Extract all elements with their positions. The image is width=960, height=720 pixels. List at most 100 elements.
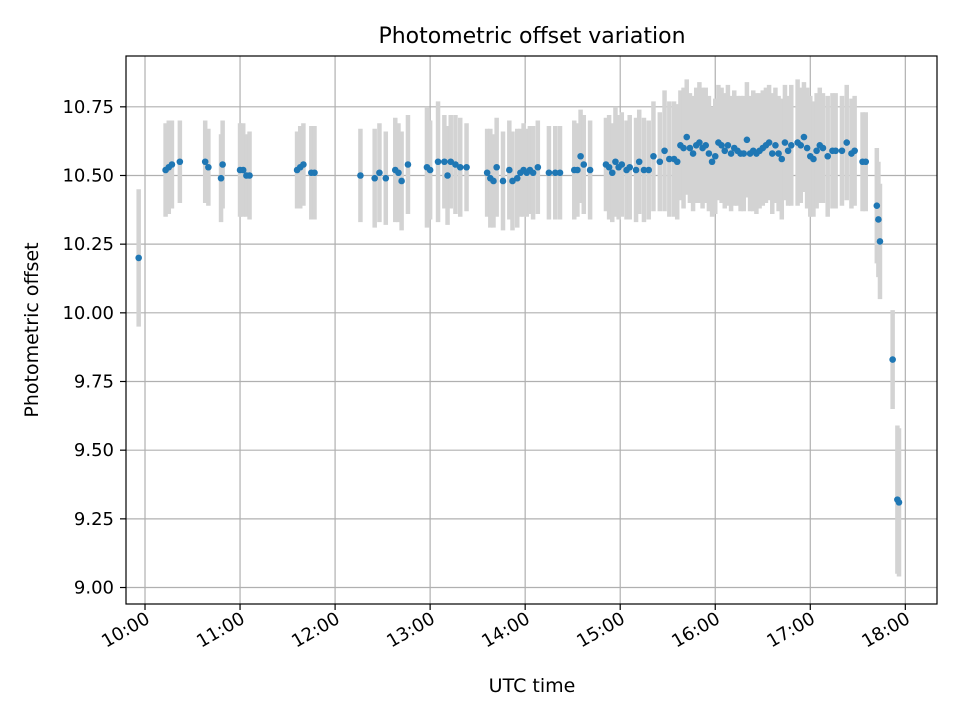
data-point (772, 141, 779, 149)
data-point (493, 163, 500, 171)
data-point (556, 169, 564, 177)
data-point (490, 177, 497, 185)
data-point (371, 174, 378, 182)
y-tick-label: 9.25 (74, 509, 114, 530)
data-point (768, 150, 776, 157)
data-point (395, 169, 402, 177)
grid-y (126, 106, 937, 589)
data-point (803, 144, 811, 152)
data-point (632, 166, 640, 174)
data-point (168, 161, 176, 168)
data-point (838, 147, 846, 155)
data-point (640, 166, 648, 174)
data-point (586, 166, 594, 174)
x-tick-label: 11:00 (193, 608, 248, 652)
data-point (778, 155, 786, 163)
data-point (311, 169, 318, 177)
data-point (696, 139, 703, 146)
data-point (506, 166, 513, 174)
data-point (862, 158, 870, 166)
data-point (851, 147, 858, 155)
data-point (426, 166, 434, 174)
data-point (650, 152, 657, 160)
data-point (740, 150, 748, 157)
data-point (404, 161, 412, 168)
y-tick-label: 10.75 (62, 97, 114, 118)
y-axis-label: Photometric offset (21, 242, 43, 417)
data-point (743, 136, 751, 144)
data-point (873, 202, 881, 210)
data-point (618, 161, 626, 168)
data-point (797, 141, 805, 149)
data-point (724, 141, 732, 149)
data-point (813, 147, 820, 155)
data-point (705, 150, 713, 157)
data-point (612, 158, 619, 166)
data-point (727, 150, 735, 157)
data-point (534, 163, 542, 171)
data-point (832, 147, 839, 155)
data-point (626, 163, 634, 171)
data-point (781, 139, 789, 146)
data-point (239, 166, 247, 174)
data-point (456, 163, 464, 171)
data-point (441, 158, 448, 166)
data-point (680, 144, 687, 152)
data-point (689, 150, 697, 157)
x-tick-label: 15:00 (573, 608, 628, 652)
data-point (819, 144, 827, 152)
data-point (434, 158, 442, 166)
data-point (483, 169, 491, 177)
y-tick-label: 9.00 (74, 578, 114, 599)
data-point (810, 155, 817, 163)
data-point (545, 169, 553, 177)
y-tick-label: 10.00 (62, 303, 114, 324)
x-tick-label: 13:00 (383, 608, 438, 652)
points (135, 133, 903, 506)
data-point (605, 163, 613, 171)
y-tick-label: 9.75 (74, 372, 114, 393)
data-point (551, 169, 559, 177)
data-point (580, 161, 588, 168)
data-point (499, 177, 507, 185)
data-point (721, 147, 729, 155)
x-tick-label: 16:00 (668, 608, 723, 652)
data-point (775, 150, 782, 157)
data-point (300, 161, 307, 168)
data-point (376, 169, 383, 177)
y-tick-label: 9.50 (74, 440, 114, 461)
data-point (708, 158, 716, 166)
data-point (765, 139, 773, 146)
data-point (398, 177, 405, 185)
data-point (686, 144, 694, 152)
x-tick-label: 17:00 (763, 608, 818, 652)
data-point (444, 172, 451, 179)
data-point (357, 172, 364, 179)
data-point (711, 152, 719, 160)
data-point (718, 141, 725, 149)
y-tick-label: 10.50 (62, 165, 114, 186)
data-point (217, 174, 225, 182)
data-point (666, 155, 673, 163)
data-point (608, 169, 616, 177)
data-point (673, 158, 681, 166)
data-point (577, 152, 584, 160)
x-tick-label: 18:00 (858, 608, 913, 652)
data-point (201, 158, 209, 166)
data-point (787, 141, 795, 149)
data-point (463, 163, 470, 171)
x-tick-label: 10:00 (98, 608, 153, 652)
data-point (824, 152, 832, 160)
data-point (895, 499, 903, 506)
data-point (702, 141, 710, 149)
plot-frame (125, 55, 938, 605)
data-point (843, 139, 851, 146)
errorbars (136, 79, 902, 577)
x-axis: 10:00 11:00 12:00 13:00 14:00 15:00 16:00 17:00… (98, 604, 914, 652)
data-point (246, 172, 253, 179)
x-tick-label: 12:00 (288, 608, 343, 652)
data-point (219, 161, 226, 168)
x-axis-label: UTC time (489, 675, 576, 697)
data-point (889, 356, 896, 363)
